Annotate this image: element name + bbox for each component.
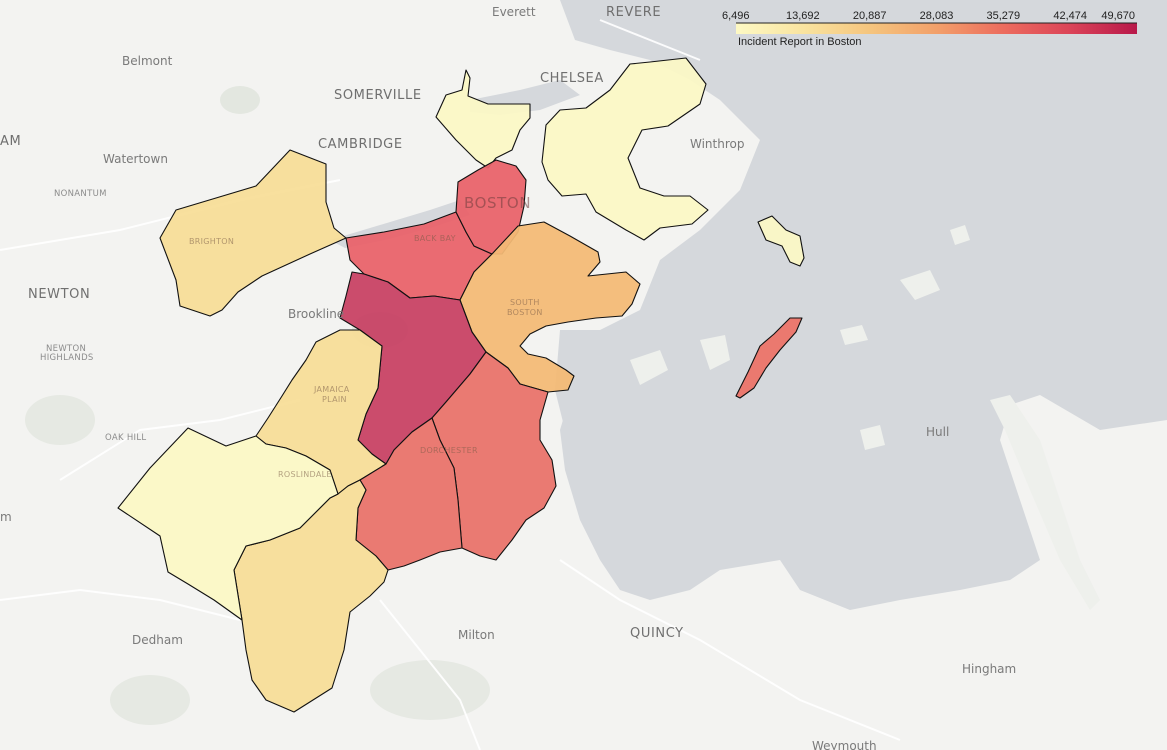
island [700, 335, 730, 370]
colorbar-tick-label: 28,083 [920, 10, 954, 22]
place-quincy: QUINCY [630, 626, 684, 641]
colorbar-tick-label: 6,496 [722, 10, 750, 22]
place-newton: NEWTON [28, 287, 90, 302]
label-jamaica-plain-2: PLAIN [322, 395, 347, 404]
colorbar-tick-label: 13,692 [786, 10, 820, 22]
place-nonantum: NONANTUM [54, 189, 107, 199]
label-roslindale: ROSLINDALE [278, 470, 332, 479]
place-am: AM [0, 134, 21, 149]
boston-harbor-water [560, 0, 1167, 610]
colorbar-ticks: 6,496 13,692 20,887 28,083 35,279 42,474 49,67… [722, 10, 1135, 22]
place-dedham: Dedham [132, 633, 183, 647]
legend-title: Incident Report in Boston [738, 36, 862, 48]
island [900, 270, 940, 300]
colorbar-tick-label: 49,670 [1101, 10, 1135, 22]
district-mattapan[interactable] [355, 417, 463, 571]
label-south-boston-1: SOUTH [510, 298, 540, 307]
district-downtown[interactable] [455, 159, 527, 255]
place-hull: Hull [926, 425, 949, 439]
label-brighton: BRIGHTON [189, 237, 234, 246]
place-newton-highlands-2: HIGHLANDS [40, 353, 94, 363]
label-jamaica-plain-1: JAMAICA [313, 385, 350, 394]
colorbar-gradient [736, 23, 1137, 34]
district-airport-spit[interactable] [757, 215, 805, 267]
colorbar-tick-label: 20,887 [853, 10, 887, 22]
place-weymouth: Weymouth [812, 739, 877, 750]
island [860, 425, 885, 450]
district-east-boston[interactable] [541, 57, 709, 241]
place-newton-highlands-1: NEWTON [46, 344, 86, 354]
place-watertown: Watertown [103, 152, 168, 166]
place-everett: Everett [492, 5, 536, 19]
district-charlestown[interactable] [435, 69, 531, 169]
place-milton: Milton [458, 628, 495, 642]
hull-peninsula [990, 395, 1100, 610]
island [950, 225, 970, 245]
place-winthrop: Winthrop [690, 137, 744, 151]
colorbar-tick-label: 42,474 [1053, 10, 1087, 22]
place-chelsea: CHELSEA [540, 71, 604, 86]
place-somerville: SOMERVILLE [334, 88, 422, 103]
place-brookline: Brookline [288, 307, 344, 321]
district-long-island[interactable] [735, 317, 803, 399]
colorbar-tick-label: 35,279 [987, 10, 1021, 22]
park-area [25, 395, 95, 445]
park-area [110, 675, 190, 725]
roads [0, 19, 901, 750]
colorbar-legend: 6,496 13,692 20,887 28,083 35,279 42,474 49,67… [722, 10, 1137, 48]
place-boston: BOSTON [464, 194, 531, 212]
place-oak-hill: OAK HILL [105, 433, 146, 443]
place-m: m [0, 510, 12, 524]
place-hingham: Hingham [962, 662, 1016, 676]
dorchester-bay-water [555, 330, 620, 430]
district-layer [117, 57, 805, 713]
label-back-bay: BACK BAY [414, 234, 456, 243]
place-cambridge: CAMBRIDGE [318, 137, 403, 152]
district-brighton[interactable] [159, 149, 347, 317]
island [630, 350, 668, 385]
park-area [370, 660, 490, 720]
island [840, 325, 868, 345]
place-revere: REVERE [606, 5, 661, 20]
park-area [220, 86, 260, 114]
place-belmont: Belmont [122, 54, 173, 68]
district-west-roxbury[interactable] [117, 427, 339, 621]
label-dorchester: DORCHESTER [420, 446, 478, 455]
label-south-boston-2: BOSTON [507, 308, 543, 317]
